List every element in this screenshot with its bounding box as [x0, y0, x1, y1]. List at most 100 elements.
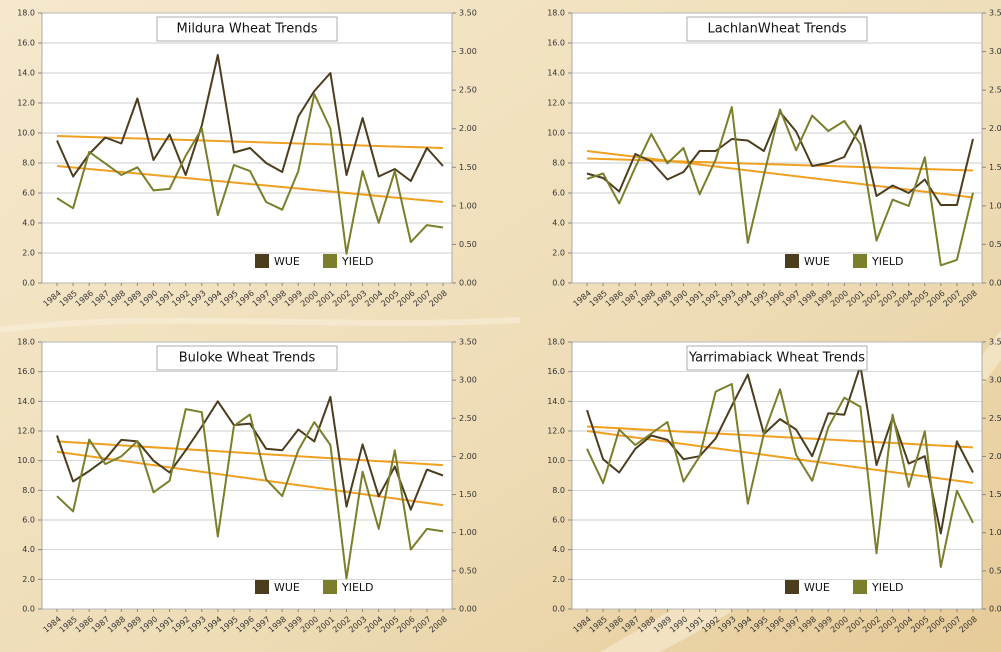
y-tick-label: 8.0: [22, 486, 35, 495]
legend-label: YIELD: [341, 581, 374, 594]
legend-swatch: [853, 580, 867, 594]
y-tick-label: 14.0: [17, 397, 35, 406]
y-tick-label: 18.0: [17, 9, 35, 18]
data-line: [586, 364, 974, 535]
y2-tick-label: 2.00: [989, 124, 1001, 133]
chart: 0.0 2.0 4.0 6.0 8.0 10.0 12.0 14.0 16.0 18.0 0.00 0…: [17, 338, 477, 635]
y-tick-label: 12.0: [547, 99, 565, 108]
y2-tick-label: 3.00: [989, 47, 1001, 56]
trend-line: [586, 430, 974, 484]
legend-label: YIELD: [871, 255, 904, 268]
y-tick-label: 6.0: [22, 516, 35, 525]
plot-area: [41, 341, 453, 610]
y-tick-label: 10.0: [547, 129, 565, 138]
y2-tick-label: 1.00: [989, 528, 1001, 537]
legend-label: WUE: [274, 255, 300, 268]
legend-label: WUE: [804, 255, 830, 268]
y2-tick-label: 2.00: [989, 452, 1001, 461]
y-tick-label: 2.0: [22, 575, 35, 584]
y2-tick-label: 3.50: [459, 9, 477, 18]
y2-tick-label: 0.50: [459, 566, 477, 575]
y-tick-label: 16.0: [547, 39, 565, 48]
y2-tick-label: 0.00: [459, 605, 477, 614]
y2-tick-label: 2.50: [989, 414, 1001, 423]
title-box: [686, 16, 868, 42]
y2-tick-label: 0.00: [459, 279, 477, 288]
y-tick-label: 12.0: [547, 427, 565, 436]
y-tick-label: 10.0: [17, 129, 35, 138]
y-tick-label: 16.0: [17, 367, 35, 376]
chart-title: Mildura Wheat Trends: [176, 22, 317, 37]
y-tick-label: 0.0: [22, 605, 35, 614]
y-tick-label: 18.0: [547, 9, 565, 18]
legend-swatch: [323, 254, 337, 268]
data-line: [56, 408, 444, 580]
y-tick-label: 2.0: [552, 575, 565, 584]
data-line: [56, 395, 444, 511]
y-tick-label: 2.0: [552, 249, 565, 258]
y2-tick-label: 3.50: [459, 338, 477, 347]
y2-tick-label: 2.50: [459, 414, 477, 423]
data-line: [586, 106, 974, 267]
y2-tick-label: 0.50: [459, 240, 477, 249]
data-line: [56, 93, 444, 255]
y2-tick-label: 2.50: [989, 86, 1001, 95]
y2-tick-label: 2.00: [459, 124, 477, 133]
y-tick-label: 0.0: [552, 605, 565, 614]
y2-tick-label: 2.00: [459, 452, 477, 461]
chart-title: Buloke Wheat Trends: [179, 351, 316, 366]
y-tick-label: 10.0: [17, 456, 35, 465]
y-tick-label: 6.0: [552, 189, 565, 198]
legend-swatch: [255, 580, 269, 594]
y2-tick-label: 2.50: [459, 86, 477, 95]
y2-tick-label: 1.00: [459, 528, 477, 537]
y-tick-label: 18.0: [17, 338, 35, 347]
y-tick-label: 2.0: [22, 249, 35, 258]
y-tick-label: 8.0: [552, 159, 565, 168]
y-tick-label: 8.0: [552, 486, 565, 495]
y-tick-label: 12.0: [17, 427, 35, 436]
y2-tick-label: 3.50: [989, 338, 1001, 347]
y-tick-label: 10.0: [547, 456, 565, 465]
legend-label: YIELD: [871, 581, 904, 594]
y2-tick-label: 0.50: [989, 566, 1001, 575]
data-line: [586, 383, 974, 568]
trend-line: [586, 150, 974, 199]
chart: 0.0 2.0 4.0 6.0 8.0 10.0 12.0 14.0 16.0 18.0 0.00 0…: [547, 9, 1001, 309]
y2-tick-label: 0.00: [989, 605, 1001, 614]
y2-tick-label: 3.50: [989, 9, 1001, 18]
y-tick-label: 4.0: [552, 219, 565, 228]
trend-line: [56, 165, 444, 203]
legend-swatch: [323, 580, 337, 594]
chart-title: LachlanWheat Trends: [707, 22, 846, 37]
legend-swatch: [785, 254, 799, 268]
title-box: [156, 345, 338, 371]
y-tick-label: 6.0: [22, 189, 35, 198]
y-tick-label: 6.0: [552, 516, 565, 525]
y-tick-label: 8.0: [22, 159, 35, 168]
chart: 0.0 2.0 4.0 6.0 8.0 10.0 12.0 14.0 16.0 18.0 0.00 0…: [17, 9, 477, 309]
trend-line: [56, 440, 444, 467]
legend-swatch: [853, 254, 867, 268]
y-tick-label: 12.0: [17, 99, 35, 108]
y2-tick-label: 1.50: [989, 163, 1001, 172]
y-tick-label: 4.0: [22, 219, 35, 228]
y-tick-label: 14.0: [17, 69, 35, 78]
legend-label: WUE: [274, 581, 300, 594]
y-tick-label: 14.0: [547, 69, 565, 78]
y-tick-label: 0.0: [22, 279, 35, 288]
y-tick-label: 14.0: [547, 397, 565, 406]
legend-swatch: [785, 580, 799, 594]
data-line: [56, 54, 444, 182]
y2-tick-label: 3.00: [459, 376, 477, 385]
y2-tick-label: 1.50: [989, 490, 1001, 499]
y2-tick-label: 3.00: [989, 376, 1001, 385]
y2-tick-label: 0.00: [989, 279, 1001, 288]
y2-tick-label: 3.00: [459, 47, 477, 56]
y-tick-label: 16.0: [17, 39, 35, 48]
y2-tick-label: 0.50: [989, 240, 1001, 249]
legend-swatch: [255, 254, 269, 268]
y2-tick-label: 1.50: [459, 163, 477, 172]
trend-line: [56, 135, 444, 149]
background-swoosh: [0, 317, 521, 333]
